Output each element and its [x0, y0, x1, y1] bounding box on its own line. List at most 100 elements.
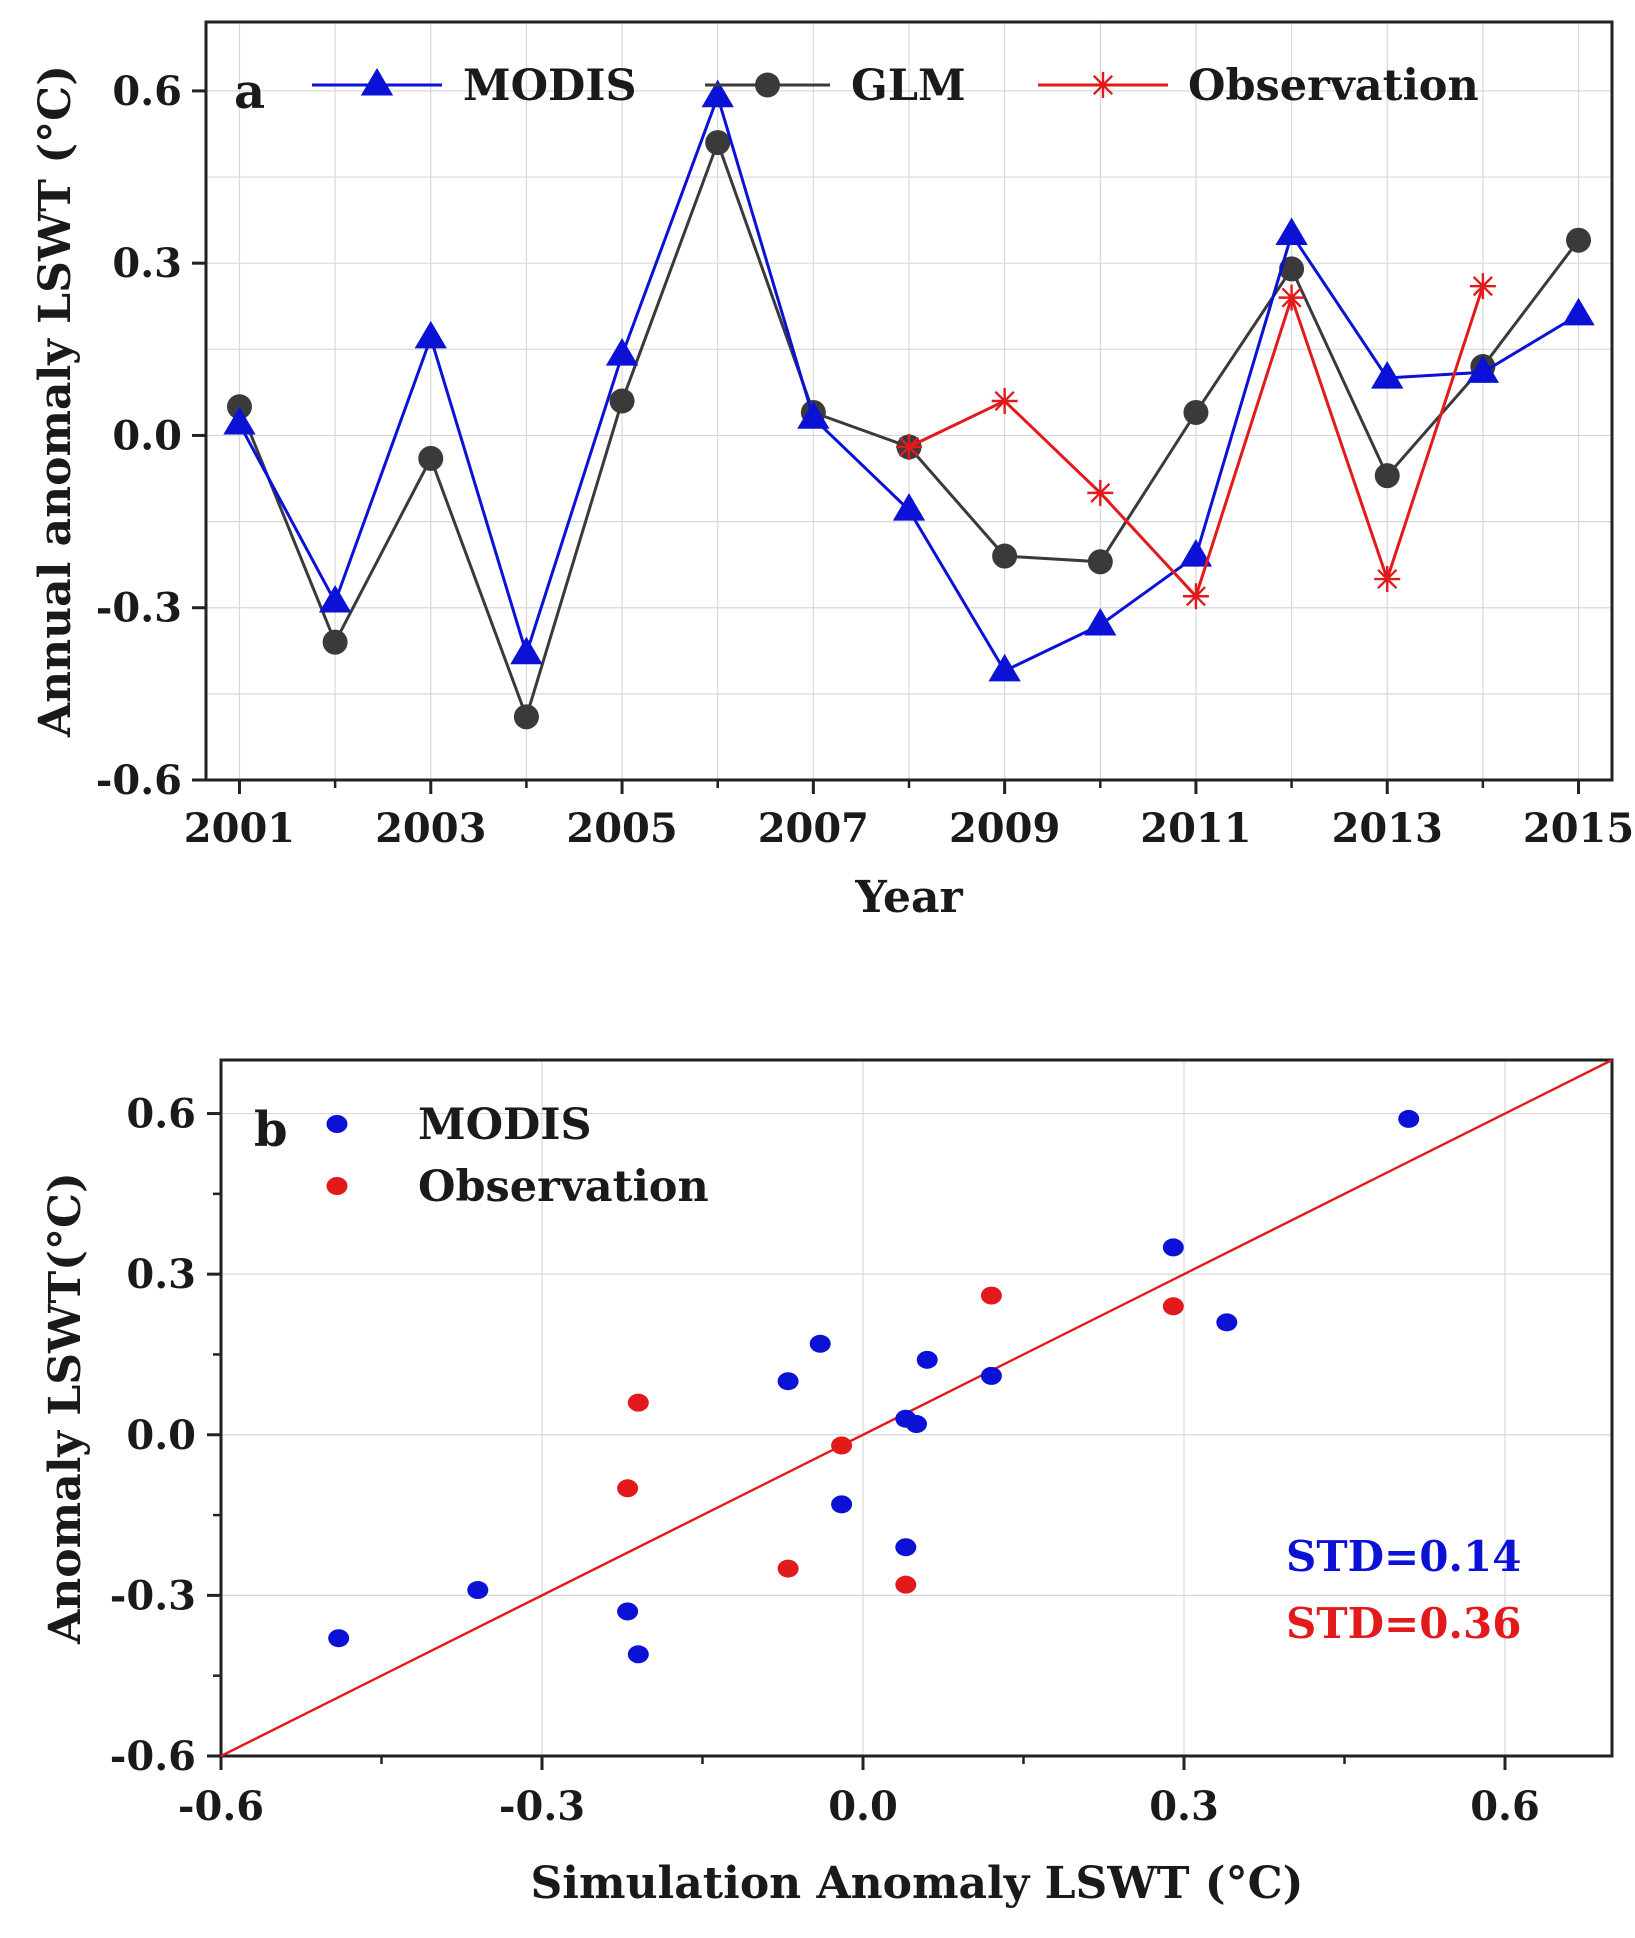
modis-scatter-point [617, 1602, 639, 1621]
y-tick-label: 0.3 [112, 240, 182, 287]
observation-point-stroke [1090, 482, 1111, 503]
legend-marker-asterisk [1090, 72, 1116, 98]
std-annotation-modis: STD=0.14 [1286, 1532, 1522, 1581]
plot-frame [219, 1058, 1614, 1758]
x-tick-label: 2011 [1140, 805, 1251, 852]
glm-point [705, 130, 731, 156]
panel-a-line-chart: 2001 2003 2005 2007 2009 2011 2013 2015 -0.6 -0.3… [30, 20, 1634, 923]
observation-point [991, 388, 1018, 414]
observation-point-stroke [1185, 586, 1206, 607]
glm-point [322, 629, 348, 655]
y-tick-label: 0.0 [126, 1412, 196, 1459]
modis-point [1466, 355, 1500, 383]
x-tick-label: 2001 [184, 805, 295, 852]
observation-point-stroke [898, 436, 920, 457]
y-tick-label: -0.6 [110, 1733, 196, 1780]
modis-point [1179, 539, 1213, 567]
observation-scatter-point [831, 1436, 853, 1455]
modis-scatter-point [1162, 1238, 1184, 1257]
glm-point [226, 394, 252, 420]
glm-point [513, 704, 539, 730]
legend-label: MODIS [463, 61, 637, 111]
legend-label: Observation [418, 1162, 709, 1212]
glm-point [1279, 256, 1305, 282]
glm-point [1183, 399, 1209, 425]
glm-point [992, 543, 1018, 569]
panel-b-scatter-chart: -0.6 -0.3 0.0 0.3 0.6 -0.6 -0.3 0.0 0.3 0.6 Simula… [40, 1058, 1614, 1909]
x-tick-label: 0.0 [828, 1783, 898, 1830]
observation-point-stroke [1472, 276, 1493, 297]
y-tick-label: -0.3 [96, 585, 182, 632]
observation-scatter-point [895, 1575, 917, 1594]
modis-point [223, 406, 256, 435]
y-tick-label: -0.3 [110, 1572, 196, 1619]
modis-scatter-point [809, 1334, 831, 1353]
observation-point [1469, 273, 1496, 300]
x-tick-label: 2009 [949, 805, 1060, 852]
observation-scatter-point [980, 1286, 1002, 1305]
glm-point [1087, 549, 1113, 575]
observation-scatter-point [617, 1479, 639, 1498]
glm-point [609, 388, 635, 414]
y-axis-label: Annual anomaly LSWT (°C) [30, 65, 81, 738]
one-to-one-line [220, 1058, 1613, 1758]
observation-point [1182, 583, 1209, 610]
glm-point [1374, 463, 1400, 489]
modis-point [605, 338, 639, 366]
x-tick-label: 0.6 [1470, 1783, 1540, 1830]
modis-point [701, 79, 734, 108]
x-tick-label: 2005 [566, 805, 677, 852]
legend-label: MODIS [418, 1100, 592, 1150]
panel-label: a [234, 64, 265, 120]
panel-label: b [254, 1102, 288, 1158]
y-tick-label: 0.6 [126, 1091, 196, 1138]
modis-point [510, 636, 543, 665]
modis-scatter-point [627, 1645, 649, 1664]
modis-scatter-point [895, 1538, 917, 1557]
modis-point [414, 320, 447, 349]
observation-scatter-point [1162, 1297, 1184, 1316]
x-tick-label: -0.3 [499, 1783, 585, 1830]
x-axis-label: Year [854, 872, 963, 923]
modis-scatter-point [916, 1350, 938, 1369]
modis-point [318, 584, 352, 613]
y-tick-label: 0.6 [112, 68, 182, 115]
modis-scatter-point [467, 1581, 489, 1600]
legend-label: Observation [1188, 61, 1479, 111]
modis-scatter-point [980, 1366, 1002, 1385]
modis-point [892, 493, 926, 521]
y-tick-label: 0.0 [112, 412, 182, 459]
legend-marker-observation [326, 1177, 348, 1195]
observation-point-stroke [1281, 287, 1302, 308]
y-tick-label: 0.3 [126, 1251, 196, 1298]
modis-scatter-point [328, 1629, 350, 1648]
modis-point [1084, 607, 1117, 636]
modis-scatter-point [777, 1372, 799, 1391]
x-tick-label: -0.6 [178, 1783, 264, 1830]
modis-point [1562, 297, 1595, 326]
observation-point-stroke [1377, 568, 1398, 590]
observation-point [1374, 566, 1401, 593]
x-tick-label: 2015 [1523, 805, 1634, 852]
modis-scatter-point [895, 1409, 917, 1428]
x-tick-label: 0.3 [1149, 1783, 1219, 1830]
x-axis-label: Simulation Anomaly LSWT (°C) [531, 1858, 1304, 1909]
y-tick-label: -0.6 [96, 757, 182, 804]
legend-marker-asterisk-stroke [1092, 74, 1114, 96]
modis-point [988, 653, 1021, 682]
observation-point-stroke [994, 390, 1015, 412]
observation-scatter-point [627, 1393, 649, 1412]
modis-scatter-point [831, 1495, 853, 1514]
x-tick-label: 2013 [1332, 805, 1443, 852]
y-axis-label: Anomaly LSWT(°C) [40, 1172, 91, 1645]
x-tick-label: 2003 [375, 805, 486, 852]
std-annotation-observation: STD=0.36 [1286, 1599, 1522, 1648]
observation-scatter-point [777, 1559, 799, 1578]
glm-point [1566, 227, 1592, 253]
modis-point [1371, 361, 1404, 389]
legend-label: GLM [851, 61, 966, 111]
modis-scatter-point [1398, 1109, 1420, 1128]
x-tick-label: 2007 [758, 805, 869, 852]
modis-point [1275, 217, 1308, 246]
